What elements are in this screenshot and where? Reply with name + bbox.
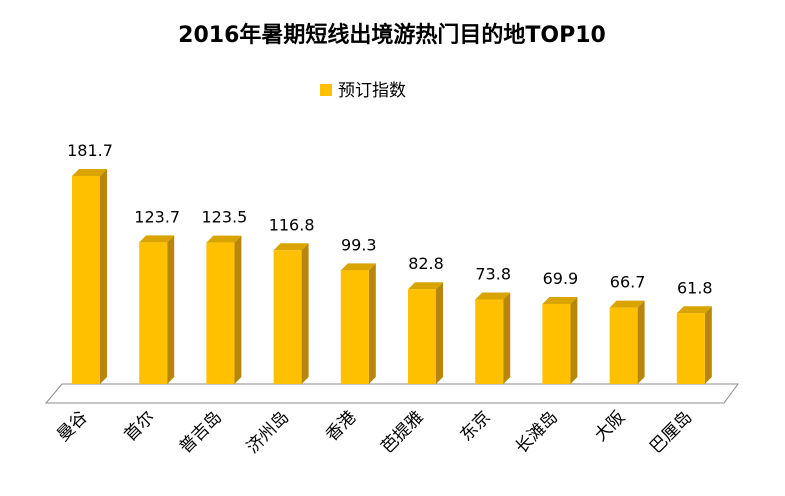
- bar-front: [340, 270, 369, 384]
- data-label: 82.8: [408, 254, 444, 273]
- bar-side: [301, 243, 309, 384]
- category-label: 长滩岛: [512, 407, 562, 457]
- bar: [408, 282, 443, 384]
- bar-side: [368, 263, 376, 384]
- bar: [273, 243, 309, 384]
- bar-top: [408, 282, 443, 290]
- data-label: 69.9: [543, 269, 579, 288]
- data-label: 181.7: [67, 141, 113, 160]
- category-label: 大阪: [591, 407, 629, 445]
- bar-front: [206, 242, 235, 384]
- data-label: 99.3: [341, 235, 377, 254]
- bar-front: [542, 303, 571, 384]
- bar-side: [436, 282, 443, 384]
- bar-front: [72, 176, 100, 384]
- category-label: 普吉岛: [176, 407, 226, 457]
- data-labels: 181.7 123.7 123.5 116.8 99.3 82.8 73.8 69.9 66.7…: [67, 141, 713, 297]
- bar: [72, 169, 107, 384]
- bar: [609, 300, 645, 384]
- bar-front: [676, 313, 705, 384]
- bar-front: [139, 242, 168, 384]
- bar-top: [273, 243, 309, 251]
- bar: [542, 296, 578, 384]
- bar-top: [139, 235, 175, 243]
- bar-front: [475, 299, 504, 384]
- bar-top: [206, 235, 242, 243]
- bar-side: [234, 235, 242, 384]
- category-label: 东京: [457, 407, 495, 445]
- data-label: 61.8: [677, 278, 713, 297]
- bar-side: [637, 300, 645, 384]
- category-label: 巴厘岛: [646, 407, 696, 457]
- bar-side: [100, 169, 107, 384]
- bar-top: [72, 169, 107, 176]
- bar-side: [167, 235, 175, 384]
- bar-front: [609, 307, 638, 384]
- bar: [475, 292, 511, 384]
- bar-top: [475, 292, 511, 300]
- legend: 预订指数: [320, 81, 406, 101]
- data-label: 66.7: [610, 273, 646, 292]
- bar-top: [340, 263, 376, 271]
- category-label: 芭提雅: [377, 407, 427, 457]
- category-axis-labels: 曼谷 首尔 普吉岛 济州岛 香港 芭提雅 东京 长滩岛 大阪 巴厘岛: [53, 407, 696, 457]
- bar: [139, 235, 175, 384]
- category-label: 曼谷: [53, 407, 91, 445]
- bar: [676, 306, 712, 384]
- legend-label: 预订指数: [338, 81, 406, 101]
- category-label: 济州岛: [243, 407, 293, 457]
- category-label: 香港: [322, 407, 360, 445]
- legend-swatch: [320, 84, 332, 96]
- bar-top: [676, 306, 712, 314]
- bar-side: [704, 306, 712, 384]
- bar-front: [408, 289, 436, 384]
- chart-title: 2016年暑期短线出境游热门目的地TOP10: [178, 22, 606, 48]
- category-label: 首尔: [121, 407, 159, 445]
- data-label: 123.5: [201, 208, 247, 227]
- bar-series: [72, 169, 712, 384]
- data-label: 73.8: [475, 265, 511, 284]
- bar-top: [542, 296, 578, 304]
- bar-top: [609, 300, 645, 308]
- data-label: 123.7: [134, 207, 180, 226]
- data-label: 116.8: [269, 215, 315, 234]
- bar-side: [503, 292, 511, 384]
- bar: [206, 235, 242, 384]
- bar-side: [570, 296, 578, 384]
- bar-front: [273, 250, 302, 384]
- bar: [340, 263, 376, 384]
- chart-floor: [44, 383, 739, 404]
